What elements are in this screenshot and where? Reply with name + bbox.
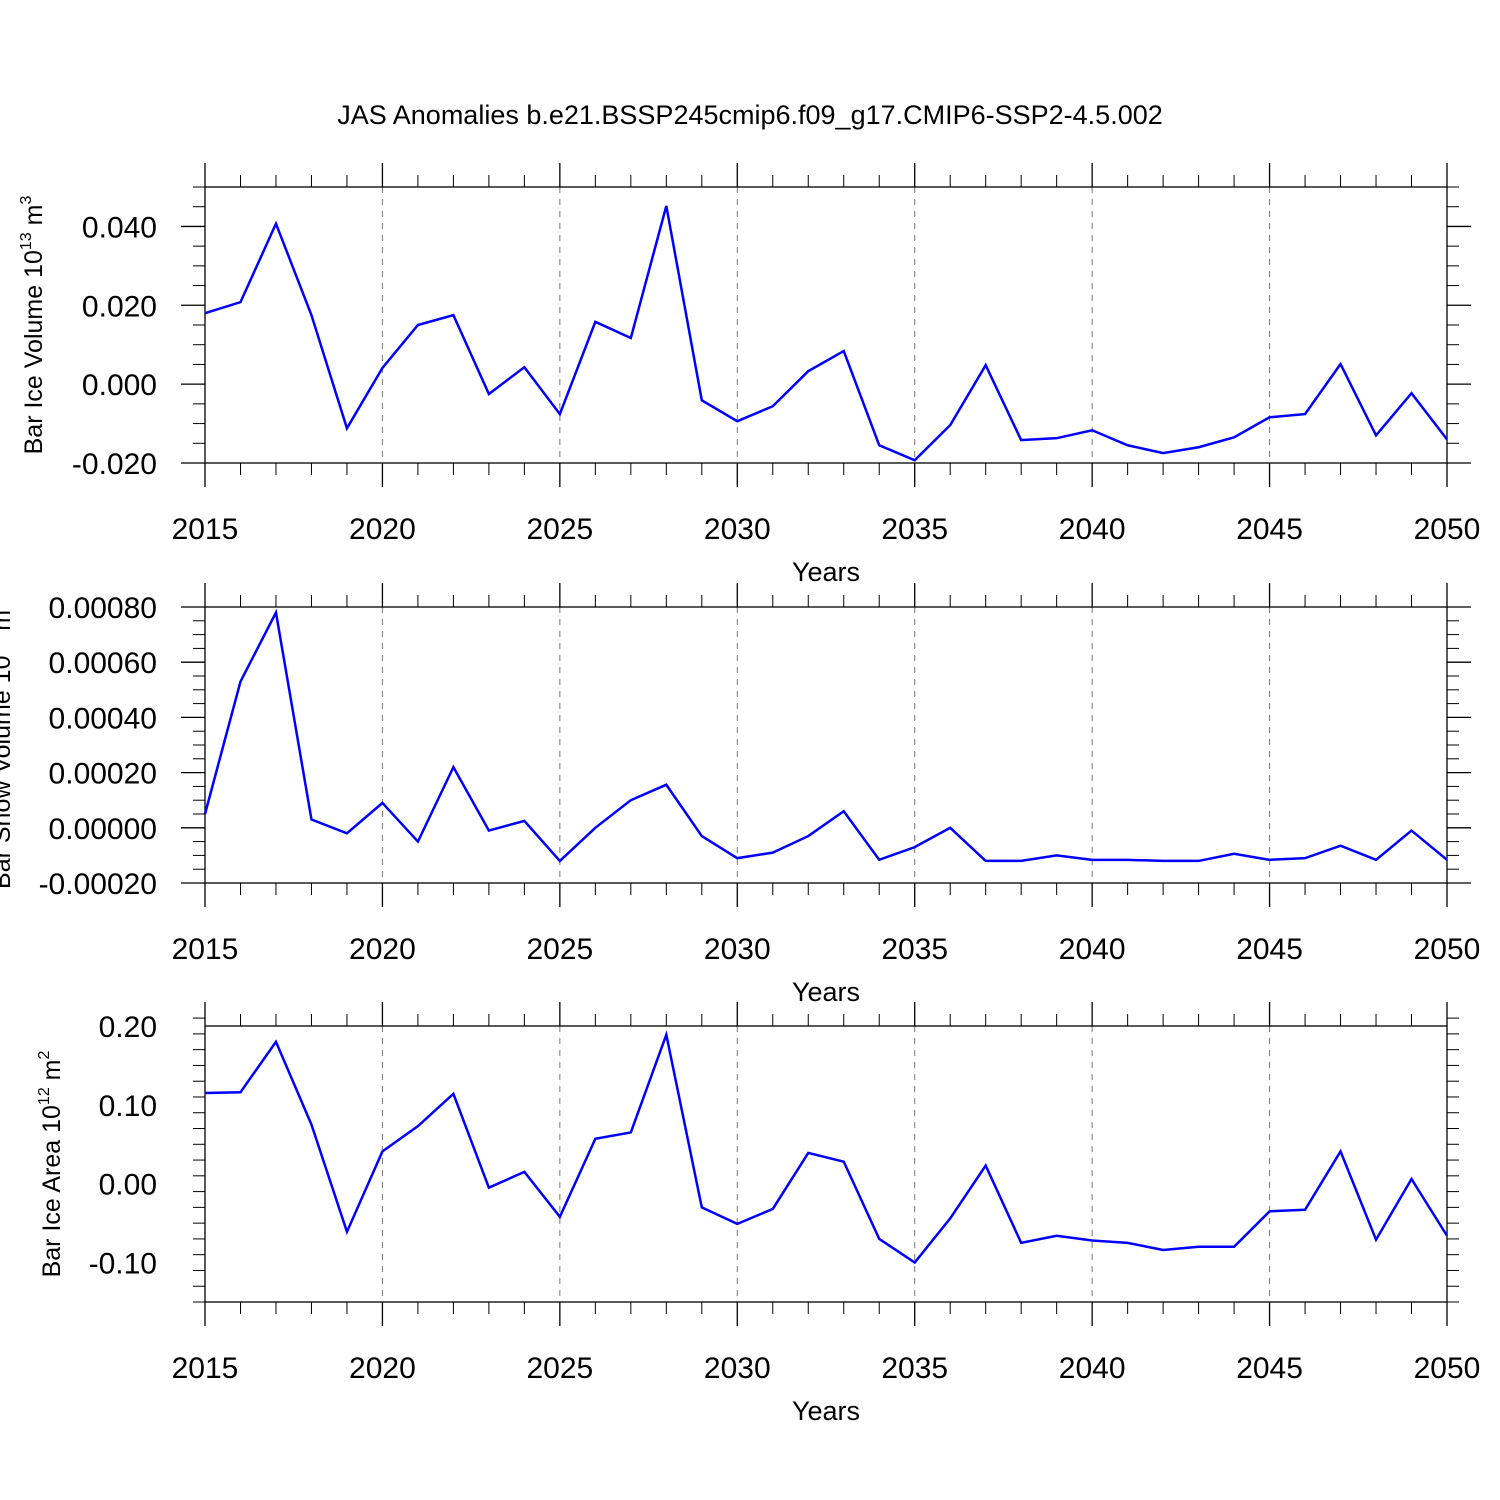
- y-axis-label-part: Bar Snow Volume 10: [0, 656, 16, 889]
- panel-1: 2015 2020 2025 2030 2035 2040 2045 2050 -0.020 0.…: [18, 163, 1480, 587]
- x-tick-label: 2040: [1059, 933, 1126, 966]
- x-tick-label: 2050: [1414, 513, 1481, 546]
- y-axis-label-superscript: 12: [36, 1087, 53, 1105]
- x-axis-label: Years: [792, 977, 860, 1007]
- data-series-line: [203, 608, 1448, 863]
- x-tick-label: 2020: [349, 513, 416, 546]
- y-axis-label-superscript: 13: [18, 232, 35, 250]
- y-tick-label: 0.020: [82, 290, 157, 323]
- x-tick-label: 2030: [704, 933, 771, 966]
- x-tick-label: 2040: [1059, 1352, 1126, 1385]
- x-tick-label: 2050: [1414, 933, 1481, 966]
- y-tick-label: -0.020: [72, 448, 157, 481]
- x-tick-label: 2045: [1236, 513, 1303, 546]
- y-axis-label: Bar Ice Area 1012 m2: [36, 1051, 66, 1278]
- panel-2: 2015 2020 2025 2030 2035 2040 2045 2050 -0.00020…: [0, 583, 1480, 1007]
- data-series-line: [204, 1030, 1449, 1265]
- x-tick-label: 2045: [1236, 933, 1303, 966]
- y-axis-label-part: Bar Ice Volume 10: [20, 250, 48, 454]
- x-tick-label: 2015: [172, 1352, 239, 1385]
- y-tick-label: 0.000: [82, 369, 157, 402]
- x-tick-label: 2020: [349, 1352, 416, 1385]
- y-tick-label: 0.040: [82, 211, 157, 244]
- x-tick-label: 2030: [704, 513, 771, 546]
- y-axis-label-part: m: [0, 610, 16, 638]
- x-tick-label: 2035: [881, 1352, 948, 1385]
- x-tick-label: 2025: [526, 1352, 593, 1385]
- plot-frame: [204, 606, 1448, 884]
- y-tick-label: 0.00060: [49, 647, 157, 680]
- y-axis-label-superscript: 3: [18, 196, 35, 205]
- y-axis-label-part: m: [20, 205, 48, 233]
- x-tick-label: 2050: [1414, 1352, 1481, 1385]
- x-tick-label: 2035: [881, 933, 948, 966]
- x-tick-label: 2040: [1059, 513, 1126, 546]
- y-axis-label-superscript: 2: [36, 1051, 53, 1060]
- x-tick-label: 2015: [172, 513, 239, 546]
- y-axis-label-part: m: [38, 1060, 66, 1088]
- y-axis-label: Bar Ice Volume 1013 m3: [18, 196, 48, 455]
- x-tick-label: 2030: [704, 1352, 771, 1385]
- y-tick-label: 0.10: [99, 1090, 157, 1123]
- x-tick-label: 2025: [526, 513, 593, 546]
- y-tick-label: 0.00: [99, 1169, 157, 1202]
- y-axis-label-part: Bar Ice Area 10: [38, 1105, 66, 1277]
- plot-frame: [204, 1025, 1448, 1303]
- x-axis-label: Years: [792, 557, 860, 587]
- chart-title: JAS Anomalies b.e21.BSSP245cmip6.f09_g17…: [337, 100, 1163, 130]
- y-tick-label: 0.00040: [49, 702, 157, 735]
- x-tick-label: 2035: [881, 513, 948, 546]
- x-tick-label: 2015: [172, 933, 239, 966]
- x-tick-label: 2045: [1236, 1352, 1303, 1385]
- y-axis-label: Bar Snow Volume 1013 m3: [0, 601, 16, 889]
- x-tick-label: 2025: [526, 933, 593, 966]
- y-tick-label: 0.00080: [49, 592, 157, 625]
- y-tick-label: 0.00000: [49, 813, 157, 846]
- y-tick-label: -0.00020: [39, 868, 157, 901]
- y-axis-label-superscript: 13: [0, 638, 3, 656]
- y-axis-label-superscript: 3: [0, 601, 3, 610]
- panel-3: 2015 2020 2025 2030 2035 2040 2045 2050 -0.10 0.0…: [36, 1002, 1480, 1426]
- data-series-line: [204, 205, 1448, 462]
- y-tick-label: 0.00020: [49, 758, 157, 791]
- x-tick-label: 2020: [349, 933, 416, 966]
- y-tick-label: 0.20: [99, 1011, 157, 1044]
- y-tick-label: -0.10: [89, 1248, 157, 1281]
- x-axis-label: Years: [792, 1396, 860, 1426]
